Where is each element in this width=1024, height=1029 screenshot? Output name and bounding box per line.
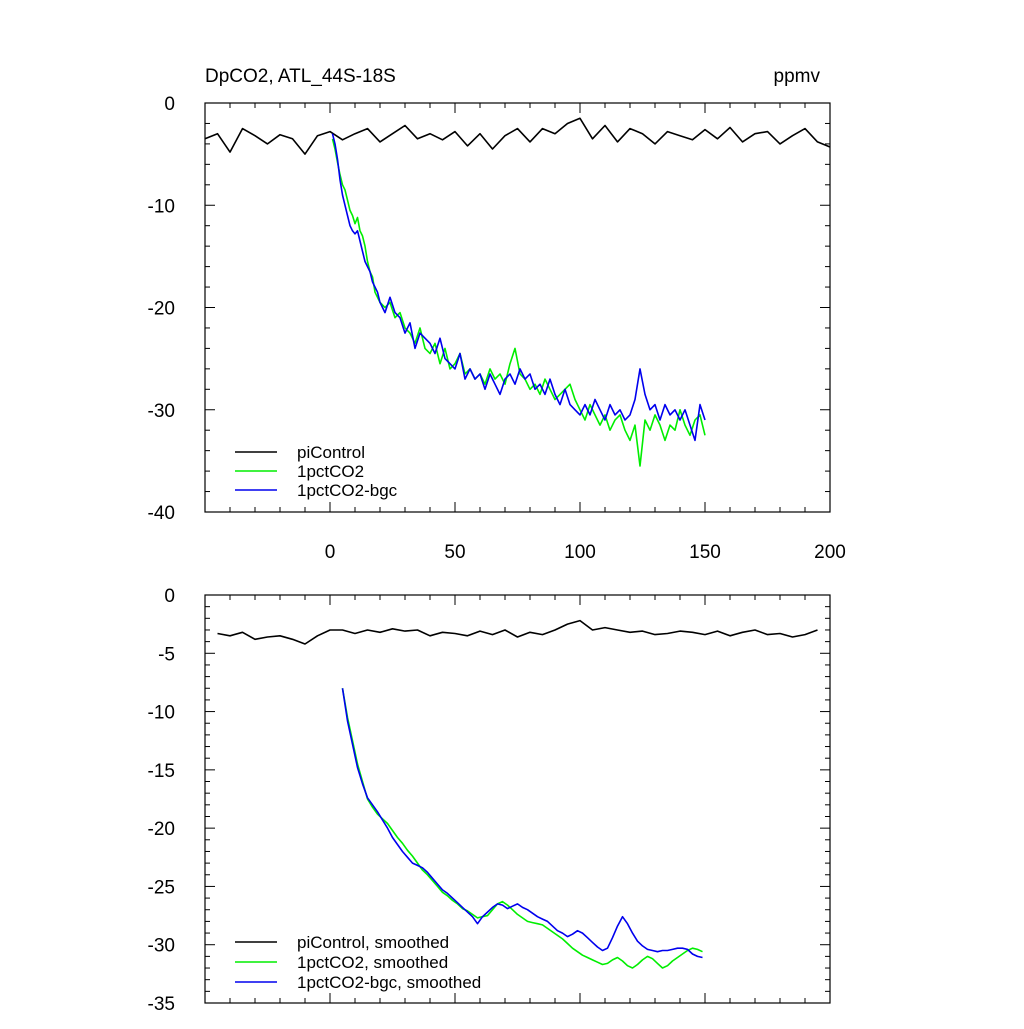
chart-title: DpCO2, ATL_44S-18S <box>205 66 396 87</box>
y-tick-label: 0 <box>164 586 175 607</box>
series-line-1pctco2-smoothed <box>341 688 703 969</box>
series-line-picontrol <box>204 117 831 155</box>
y-tick-label: -15 <box>148 761 175 782</box>
legend-label: piControl, smoothed <box>297 933 449 952</box>
series-line-1pctco2-bgc-smoothed <box>341 688 703 959</box>
x-tick-label: 150 <box>689 542 721 563</box>
legend-label: 1pctCO2-bgc <box>297 481 398 500</box>
series-line-1pctco2 <box>331 138 706 467</box>
y-tick-label: -35 <box>148 994 175 1015</box>
x-tick-label: 100 <box>564 542 596 563</box>
plot-frame <box>204 594 831 1004</box>
y-tick-label: -20 <box>148 299 175 320</box>
y-tick-label: -25 <box>148 877 175 898</box>
x-tick-label: 0 <box>325 542 336 563</box>
y-tick-label: 0 <box>164 94 175 115</box>
chart-units: ppmv <box>774 66 821 87</box>
series-line-picontrol-smoothed <box>217 619 818 645</box>
series-line-1pctco2-bgc <box>331 133 706 442</box>
legend-label: 1pctCO2 <box>297 462 364 481</box>
y-tick-label: -20 <box>148 819 175 840</box>
panel-2: 0 -5 -10 -15 -20 -25 -30 -35 piControl, smoothed… <box>148 586 831 1015</box>
y-tick-label: -30 <box>148 401 175 422</box>
x-tick-label: 200 <box>814 542 846 563</box>
legend-label: 1pctCO2-bgc, smoothed <box>297 973 481 992</box>
panel-1: 0 50 100 150 2000-10-20-30-40piControl1pctCO… <box>148 94 846 563</box>
y-tick-label: -30 <box>148 936 175 957</box>
panels-group: 0 50 100 150 2000-10-20-30-40piControl1pctCO… <box>148 94 846 1015</box>
legend-label: 1pctCO2, smoothed <box>297 953 448 972</box>
y-tick-label: -10 <box>148 196 175 217</box>
legend-label: piControl <box>297 443 365 462</box>
y-tick-label: -40 <box>148 503 175 524</box>
x-tick-label: 50 <box>444 542 465 563</box>
y-tick-label: -10 <box>148 703 175 724</box>
y-tick-label: -5 <box>158 644 175 665</box>
